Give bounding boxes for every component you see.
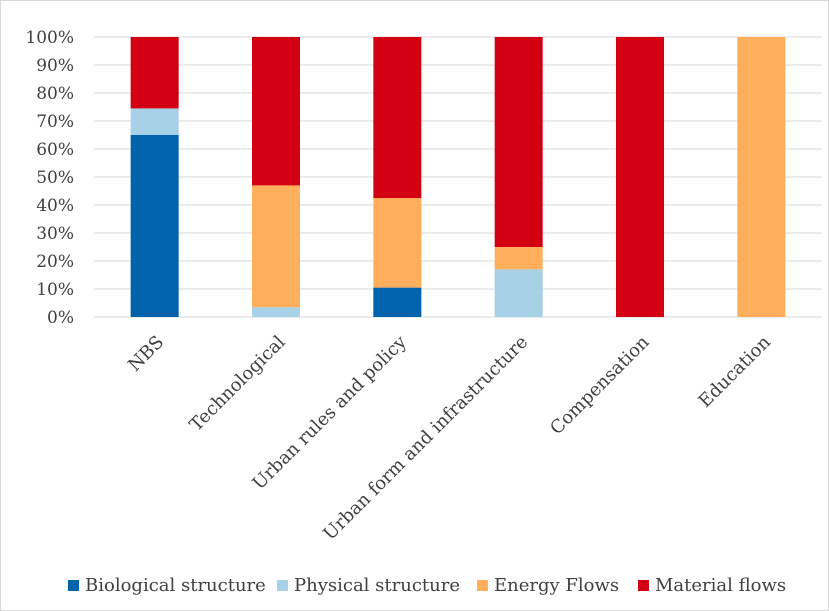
legend-label: Physical structure <box>294 575 460 596</box>
bar-segment-energy-flows <box>494 247 543 270</box>
legend-label: Energy Flows <box>494 575 619 596</box>
legend-swatch <box>277 580 288 591</box>
legend-swatch <box>638 580 649 591</box>
bar-segment-material-flows <box>616 37 664 317</box>
y-tick-label: 90% <box>36 56 74 76</box>
legend: Biological structure Physical structure En… <box>68 575 786 596</box>
bar-segment-physical-structure <box>494 269 543 317</box>
bar-segment-biological-structure <box>130 135 179 317</box>
y-axis-ticks: 0% 10% 20% 30% 40% 50% 60% 70% 80% 90% 100% <box>25 28 74 328</box>
bar-segment-energy-flows <box>252 185 300 308</box>
y-tick-label: 40% <box>36 196 74 216</box>
gridlines <box>94 36 822 318</box>
legend-swatch <box>68 580 79 591</box>
bar-segment-material-flows <box>373 37 422 198</box>
y-tick-label: 50% <box>36 168 74 188</box>
bar-segment-physical-structure <box>252 307 300 317</box>
bar-segment-material-flows <box>130 37 179 109</box>
bars <box>130 37 786 317</box>
legend-swatch <box>477 580 488 591</box>
bar-segment-energy-flows <box>737 37 786 317</box>
legend-label: Material flows <box>655 575 786 596</box>
bar-segment-physical-structure <box>130 108 179 135</box>
y-tick-label: 30% <box>36 224 74 244</box>
y-tick-label: 60% <box>36 140 74 160</box>
bar-segment-material-flows <box>252 37 300 186</box>
y-tick-label: 10% <box>36 280 74 300</box>
y-tick-label: 0% <box>47 308 74 328</box>
y-tick-label: 20% <box>36 252 74 272</box>
bar-segment-material-flows <box>494 37 543 247</box>
y-tick-label: 80% <box>36 84 74 104</box>
bar-segment-energy-flows <box>373 198 422 288</box>
y-tick-label: 70% <box>36 112 74 132</box>
bar-segment-biological-structure <box>373 287 422 317</box>
legend-label: Biological structure <box>85 575 266 596</box>
y-tick-label: 100% <box>25 28 74 48</box>
